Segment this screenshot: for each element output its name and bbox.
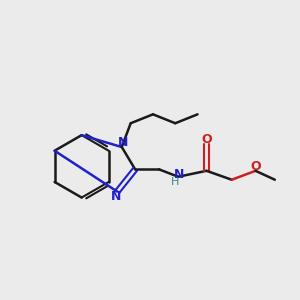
- Text: N: N: [174, 168, 184, 181]
- Text: N: N: [118, 136, 128, 149]
- Text: H: H: [170, 177, 179, 187]
- Text: O: O: [251, 160, 261, 173]
- Text: O: O: [202, 133, 212, 146]
- Text: N: N: [111, 190, 121, 203]
